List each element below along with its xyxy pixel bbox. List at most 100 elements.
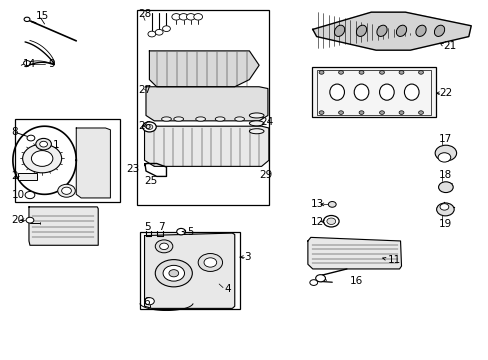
Circle shape [155,260,192,287]
Circle shape [437,153,450,162]
Circle shape [323,216,338,227]
Circle shape [198,253,222,271]
Bar [15,119,120,202]
Text: 29: 29 [259,170,272,180]
Circle shape [27,135,35,141]
Text: 4: 4 [224,284,230,294]
Circle shape [358,111,363,114]
Ellipse shape [249,121,264,126]
Text: 2: 2 [11,171,18,181]
Ellipse shape [195,117,205,121]
Bar [137,10,268,205]
Bar [316,69,430,115]
Circle shape [319,111,324,114]
Text: 3: 3 [244,252,251,262]
Polygon shape [144,233,234,309]
Circle shape [439,204,448,210]
Circle shape [24,17,30,22]
Text: 22: 22 [439,88,452,98]
Text: 10: 10 [11,190,24,201]
Ellipse shape [396,25,406,36]
Text: 9: 9 [48,59,55,69]
Circle shape [328,202,335,207]
Circle shape [203,258,216,267]
Text: 25: 25 [144,176,158,186]
Circle shape [142,122,156,132]
Text: 26: 26 [139,121,152,131]
Circle shape [168,270,178,277]
Circle shape [58,184,75,197]
Text: 6: 6 [143,297,149,307]
Bar [311,67,435,117]
Circle shape [193,14,202,20]
Circle shape [162,26,170,32]
Text: 8: 8 [11,127,18,137]
Circle shape [319,71,324,74]
Circle shape [144,298,154,305]
Ellipse shape [404,84,418,100]
Circle shape [22,144,61,173]
Circle shape [176,228,185,235]
Circle shape [61,187,71,194]
Circle shape [23,60,30,66]
Ellipse shape [353,84,368,100]
Ellipse shape [379,84,393,100]
Text: 18: 18 [438,170,451,180]
Text: 5: 5 [144,222,151,232]
Text: 13: 13 [310,199,323,210]
Text: 15: 15 [36,11,49,21]
Circle shape [146,125,153,130]
Circle shape [179,14,187,20]
Polygon shape [146,87,267,121]
Circle shape [186,14,195,20]
Text: 24: 24 [260,117,273,127]
Text: 17: 17 [438,134,451,144]
Circle shape [159,243,168,249]
Circle shape [326,218,335,225]
Circle shape [358,71,363,74]
Polygon shape [307,237,401,269]
Circle shape [25,192,35,199]
Ellipse shape [234,117,244,121]
Circle shape [155,30,163,35]
Text: 12: 12 [310,217,323,227]
Circle shape [418,71,423,74]
Circle shape [398,111,403,114]
Ellipse shape [249,113,264,118]
Text: 11: 11 [386,255,400,265]
Ellipse shape [356,25,366,36]
Polygon shape [312,12,470,50]
Polygon shape [149,51,259,87]
Text: 21: 21 [443,41,456,50]
Ellipse shape [433,25,444,36]
Text: 5: 5 [186,227,193,237]
Circle shape [36,138,51,150]
Circle shape [438,182,452,193]
Circle shape [31,150,53,166]
Polygon shape [76,128,110,198]
Text: 23: 23 [126,163,140,174]
Ellipse shape [415,25,425,36]
Ellipse shape [249,129,264,134]
Ellipse shape [376,25,386,36]
Text: 20: 20 [11,215,24,225]
Circle shape [26,217,34,223]
Circle shape [148,31,156,37]
Circle shape [338,111,343,114]
Bar [18,173,37,180]
Circle shape [379,71,384,74]
Circle shape [40,141,47,147]
Text: 7: 7 [158,222,164,232]
Bar [140,232,240,309]
Circle shape [436,203,453,216]
Text: 1: 1 [53,140,60,150]
Circle shape [418,111,423,114]
Ellipse shape [161,117,171,121]
Circle shape [434,145,456,161]
Circle shape [338,71,343,74]
Ellipse shape [334,25,344,36]
Circle shape [163,265,184,281]
Circle shape [155,240,172,253]
Ellipse shape [215,117,224,121]
Circle shape [379,111,384,114]
